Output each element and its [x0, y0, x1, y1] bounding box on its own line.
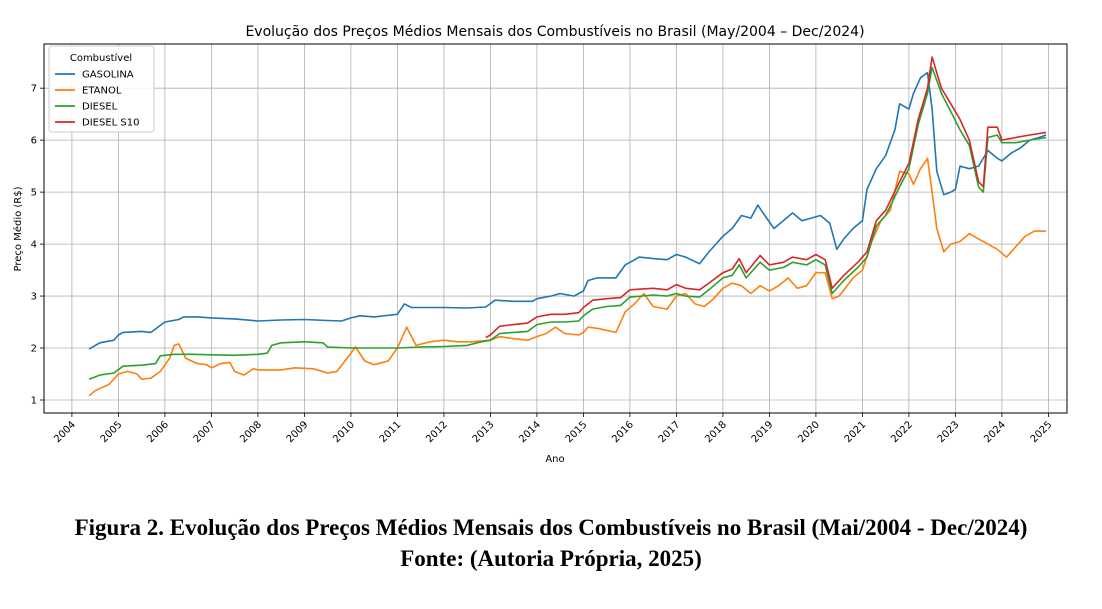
legend-label: GASOLINA — [82, 70, 134, 81]
x-tick-label: 2017 — [657, 419, 683, 445]
x-tick-label: 2025 — [1029, 419, 1055, 445]
x-tick-label: 2012 — [424, 419, 450, 445]
x-tick-label: 2021 — [843, 419, 869, 445]
y-axis-label: Preço Médio (R$) — [12, 186, 24, 271]
series-line-etanol — [88, 157, 1047, 397]
figure-caption: Figura 2. Evolução dos Preços Médios Men… — [74, 515, 1028, 540]
series-line-diesel — [88, 66, 1047, 380]
y-tick-label: 3 — [31, 292, 37, 303]
legend-title: Combustível — [70, 52, 132, 64]
x-tick-label: 2008 — [238, 419, 264, 445]
grid — [44, 44, 1067, 413]
legend-label: ETANOL — [82, 86, 122, 97]
chart-title: Evolução dos Preços Médios Mensais dos C… — [245, 24, 864, 40]
x-tick-label: 2007 — [192, 419, 218, 445]
y-tick-label: 6 — [31, 136, 37, 147]
line-chart: Evolução dos Preços Médios Mensais dos C… — [12, 24, 1068, 465]
plot-frame — [43, 43, 1068, 414]
legend-items: GASOLINA ETANOL DIESEL DIESEL S10 — [55, 70, 139, 129]
x-tick-label: 2009 — [285, 419, 311, 445]
x-tick-label: 2019 — [750, 419, 776, 445]
series-layer — [88, 56, 1047, 397]
x-tick-label: 2006 — [145, 419, 171, 445]
x-tick-label: 2023 — [936, 419, 962, 445]
x-tick-label: 2022 — [889, 419, 915, 445]
series-line-diesel-s10 — [485, 56, 1047, 339]
figure-source: Fonte: (Autoria Própria, 2025) — [400, 546, 702, 571]
x-tick-label: 2013 — [471, 419, 497, 445]
x-tick-label: 2005 — [99, 419, 125, 445]
x-tick-label: 2014 — [517, 419, 543, 445]
x-tick-label: 2010 — [331, 419, 357, 445]
legend-label: DIESEL S10 — [82, 118, 139, 129]
y-tick-label: 4 — [31, 240, 37, 251]
x-tick-label: 2020 — [796, 419, 822, 445]
x-tick-label: 2016 — [610, 419, 636, 445]
axis-ticks: 2004 2005 2006 2007 2008 2009 2010 2011 2012 2013… — [31, 84, 1055, 445]
chart-container: Evolução dos Preços Médios Mensais dos C… — [12, 24, 1068, 465]
x-tick-label: 2015 — [564, 419, 590, 445]
x-tick-label: 2024 — [982, 419, 1008, 445]
legend-label: DIESEL — [82, 102, 118, 113]
y-tick-label: 2 — [31, 344, 37, 355]
x-tick-label: 2004 — [52, 419, 78, 445]
x-axis-label: Ano — [545, 454, 564, 465]
series-line-gasolina — [88, 71, 1047, 350]
y-tick-label: 1 — [31, 396, 37, 407]
x-tick-label: 2011 — [378, 419, 404, 445]
legend: Combustível GASOLINA ETANOL DIESEL DIESEL S… — [48, 45, 155, 133]
y-tick-label: 5 — [31, 188, 37, 199]
legend-box — [48, 45, 155, 133]
y-tick-label: 7 — [31, 84, 37, 95]
x-tick-label: 2018 — [703, 419, 729, 445]
